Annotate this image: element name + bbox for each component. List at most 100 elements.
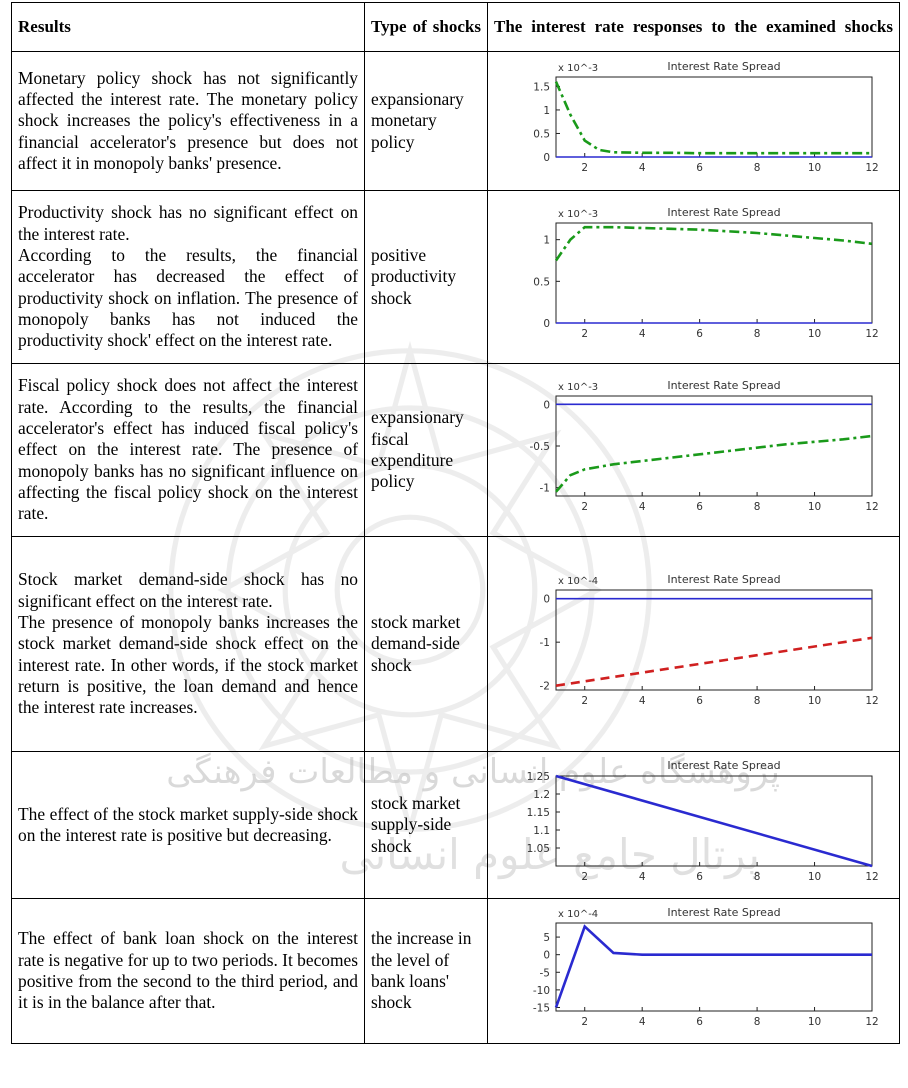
chart-scale-label: x 10^-3 (558, 382, 598, 393)
y-tick-label: 5 (543, 932, 550, 944)
x-tick-label: 8 (753, 328, 760, 340)
x-tick-label: 4 (638, 328, 645, 340)
irf-chart-monetary: Interest Rate Spread x 10^-3 2 4 6 8 10 12 0 0.5 1… (533, 60, 878, 174)
results-table: Results Type of shocks The interest rate… (11, 2, 900, 1044)
y-tick-label: 1 (543, 235, 550, 247)
chart-axes-box (555, 222, 872, 324)
irf-chart-bank-loan: Interest Rate Spread x 10^-4 2 4 6 8 10 12 -15 -1… (532, 906, 878, 1028)
y-tick-label: 1.15 (526, 807, 549, 819)
x-tick-label: 12 (865, 871, 878, 883)
irf-chart-stock-supply: Interest Rate Spread 2 4 6 8 10 12 1.05 1.1 1.15 1… (526, 759, 878, 883)
result-text: Fiscal policy shock does not affect the … (11, 363, 365, 537)
x-tick-label: 6 (696, 871, 703, 883)
result-text: The effect of the stock market supply-si… (11, 751, 365, 899)
x-tick-label: 6 (696, 1016, 703, 1028)
x-tick-label: 2 (581, 695, 588, 707)
result-text-p1: Productivity shock has no significant ef… (18, 202, 358, 244)
shock-type: stock market demand-side shock (364, 536, 488, 752)
x-tick-label: 2 (581, 501, 588, 513)
table-row: The effect of bank loan shock on the int… (11, 898, 900, 1044)
response-series-line (554, 435, 872, 494)
shock-type: positive productivity shock (364, 190, 488, 364)
irf-chart-stock-demand: Interest Rate Spread x 10^-4 2 4 6 8 10 12 -2 -1 0 (539, 573, 878, 707)
x-tick-label: 4 (638, 871, 645, 883)
chart-scale-label: x 10^-4 (558, 909, 598, 920)
x-tick-label: 6 (696, 328, 703, 340)
irf-chart-productivity: Interest Rate Spread x 10^-3 2 4 6 8 10 12 0 0.5 1 (533, 206, 878, 340)
result-text-p2: The presence of monopoly banks increases… (18, 612, 358, 718)
x-tick-label: 4 (638, 695, 645, 707)
y-tick-label: 0 (543, 400, 550, 412)
table-row: The effect of the stock market supply-si… (11, 751, 900, 899)
chart-scale-label: x 10^-3 (558, 209, 598, 220)
table-row: Productivity shock has no significant ef… (11, 190, 900, 364)
x-tick-label: 12 (865, 1016, 878, 1028)
table-row: Fiscal policy shock does not affect the … (11, 363, 900, 537)
x-tick-label: 10 (807, 501, 820, 513)
x-tick-label: 10 (807, 695, 820, 707)
y-tick-label: 1.25 (526, 771, 549, 783)
table-header-row: Results Type of shocks The interest rate… (11, 2, 900, 52)
chart-axes-box (555, 395, 872, 497)
y-tick-label: 0 (543, 594, 550, 606)
y-tick-label: 0.5 (533, 129, 550, 141)
y-tick-label: 0.5 (533, 277, 550, 289)
chart-title: Interest Rate Spread (667, 206, 780, 219)
y-tick-label: 0 (543, 318, 550, 330)
x-tick-label: 12 (865, 501, 878, 513)
x-tick-label: 4 (638, 1016, 645, 1028)
result-text: Monetary policy shock has not significan… (11, 51, 365, 191)
x-tick-label: 2 (581, 1016, 588, 1028)
shock-type: expansionary fiscal expenditure policy (364, 363, 488, 537)
chart-title: Interest Rate Spread (667, 60, 780, 73)
x-tick-label: 2 (581, 162, 588, 174)
x-tick-label: 10 (807, 328, 820, 340)
chart-title: Interest Rate Spread (667, 906, 780, 919)
table-row: Monetary policy shock has not significan… (11, 51, 900, 191)
x-tick-label: 8 (753, 1016, 760, 1028)
x-tick-label: 10 (807, 162, 820, 174)
x-tick-label: 6 (696, 162, 703, 174)
y-tick-label: -2 (539, 681, 549, 693)
x-tick-label: 12 (865, 162, 878, 174)
shock-type: the increase in the level of bank loans'… (364, 898, 488, 1044)
response-series-line (554, 81, 872, 155)
chart-title: Interest Rate Spread (667, 379, 780, 392)
y-tick-label: -10 (532, 985, 549, 997)
y-tick-label: -0.5 (529, 441, 550, 453)
header-interest-rate-responses: The interest rate responses to the exami… (487, 2, 900, 52)
y-tick-label: 1.5 (533, 82, 550, 94)
x-tick-label: 12 (865, 695, 878, 707)
y-tick-label: 1.05 (526, 843, 549, 855)
y-tick-label: 0 (543, 152, 550, 164)
chart-axes-box (555, 589, 872, 691)
shock-type: stock market supply-side shock (364, 751, 488, 899)
chart-axes-box (555, 922, 872, 1012)
x-tick-label: 6 (696, 695, 703, 707)
x-tick-label: 6 (696, 501, 703, 513)
x-tick-label: 8 (753, 162, 760, 174)
response-series-line (555, 636, 872, 688)
x-tick-label: 8 (753, 695, 760, 707)
x-tick-label: 2 (581, 871, 588, 883)
chart-title: Interest Rate Spread (667, 573, 780, 586)
y-tick-label: 0 (543, 950, 550, 962)
y-tick-label: -1 (539, 483, 549, 495)
header-results: Results (11, 2, 365, 52)
chart-scale-label: x 10^-3 (558, 63, 598, 74)
response-series-line (554, 924, 872, 1009)
chart-axes-box (555, 76, 872, 158)
table-row: Stock market demand-side shock has no si… (11, 536, 900, 752)
shock-type: expansionary monetary policy (364, 51, 488, 191)
x-tick-label: 8 (753, 501, 760, 513)
chart-scale-label: x 10^-4 (558, 576, 598, 587)
y-tick-label: -5 (539, 968, 549, 980)
chart-axes-box (555, 775, 872, 867)
result-text-p1: Stock market demand-side shock has no si… (18, 569, 358, 611)
x-tick-label: 2 (581, 328, 588, 340)
y-tick-label: 1 (543, 105, 550, 117)
y-tick-label: -15 (532, 1003, 549, 1015)
x-tick-label: 8 (753, 871, 760, 883)
header-type-of-shocks: Type of shocks (364, 2, 488, 52)
x-tick-label: 10 (807, 1016, 820, 1028)
